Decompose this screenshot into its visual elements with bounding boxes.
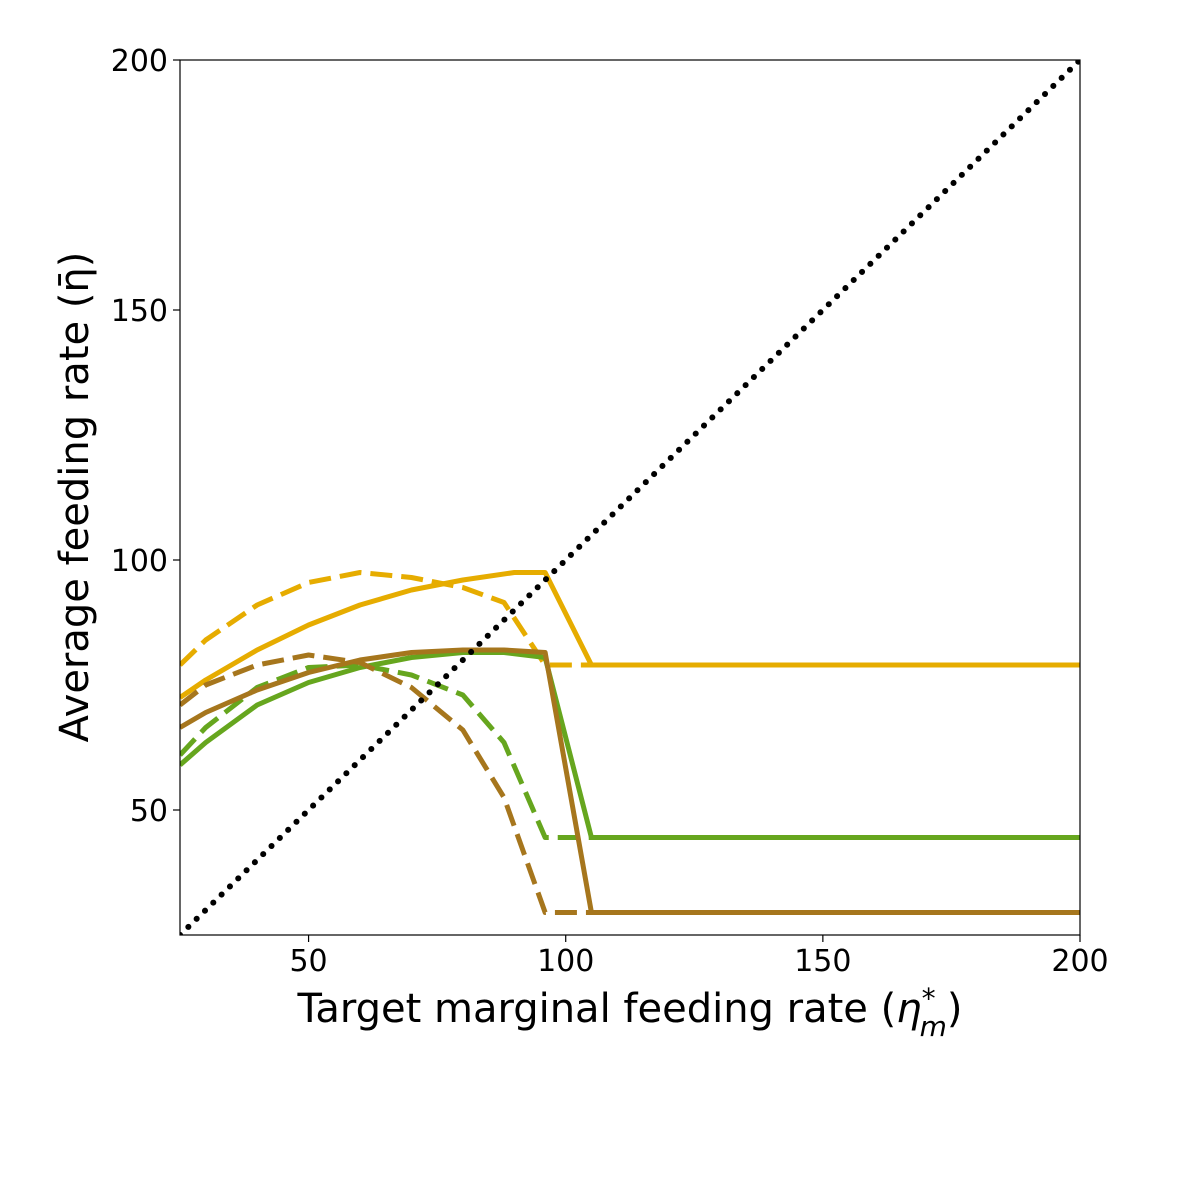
x-axis-label-subscript: m bbox=[920, 1010, 947, 1043]
y-tick-label: 100 bbox=[111, 544, 168, 579]
x-tick-label: 150 bbox=[794, 944, 851, 979]
x-tick-label: 200 bbox=[1051, 944, 1108, 979]
series-line-6-dotted bbox=[180, 60, 1080, 935]
x-tick-label: 50 bbox=[289, 944, 327, 979]
y-tick-label: 200 bbox=[111, 44, 168, 79]
x-axis-ticks: 50 100 150 200 bbox=[289, 935, 1109, 979]
x-axis-label-main: Target marginal feeding rate ( bbox=[297, 986, 897, 1032]
series-line-1-dashed bbox=[180, 570, 1080, 668]
x-axis-label-close: ) bbox=[947, 986, 963, 1032]
series-line-5-dashed bbox=[180, 652, 1080, 915]
x-axis-label-symbol: η bbox=[896, 986, 921, 1032]
y-axis-ticks: 50 100 150 200 bbox=[111, 44, 180, 829]
y-tick-label: 50 bbox=[130, 794, 168, 829]
plot-frame bbox=[179, 59, 1081, 936]
x-tick-label: 100 bbox=[537, 944, 594, 979]
series-layer bbox=[180, 60, 1080, 935]
series-line-0-solid bbox=[180, 570, 1080, 700]
series-line-4-solid bbox=[180, 647, 1080, 915]
y-axis-label: Average feeding rate (η̄) bbox=[52, 252, 98, 743]
series-line-3-dashed bbox=[180, 662, 1080, 840]
x-axis-label: Target marginal feeding rate (η* m) bbox=[297, 982, 963, 1043]
x-axis-label-superscript: * bbox=[922, 982, 936, 1015]
y-tick-label: 150 bbox=[111, 294, 168, 329]
series-line-2-solid bbox=[180, 650, 1080, 840]
